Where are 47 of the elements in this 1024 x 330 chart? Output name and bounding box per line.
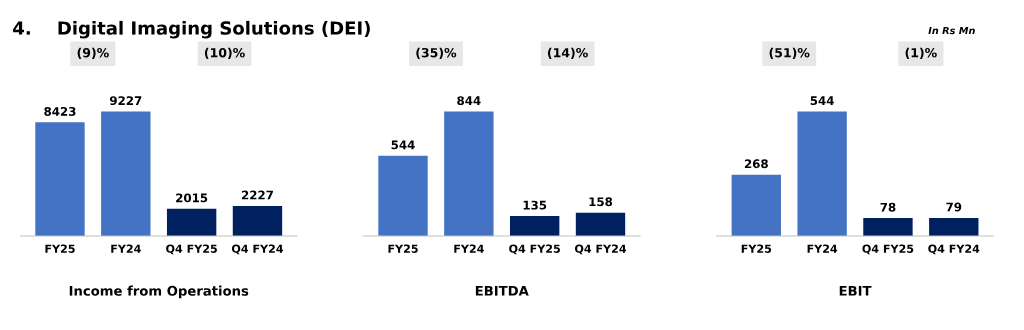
text: (1)% bbox=[905, 47, 937, 59]
data-label: 158 bbox=[589, 197, 613, 207]
x-tick-label: Q4 FY24 bbox=[574, 244, 627, 255]
bar bbox=[509, 216, 560, 236]
x-axis-title: Income from Operations bbox=[69, 285, 249, 299]
x-axis-title: EBIT bbox=[839, 286, 872, 296]
bar bbox=[444, 111, 494, 236]
bar bbox=[101, 111, 151, 236]
x-tick-label: Q4 FY25 bbox=[166, 244, 217, 255]
bar bbox=[166, 208, 217, 236]
bar bbox=[35, 122, 85, 236]
chart-title: 4. Digital Imaging Solutions (DEI) bbox=[13, 20, 370, 39]
data-label: 268 bbox=[744, 159, 768, 169]
data-label: 2015 bbox=[176, 193, 208, 203]
x-tick-label: Q4 FY24 bbox=[231, 244, 284, 255]
data-label: 544 bbox=[810, 96, 834, 106]
data-label: 79 bbox=[946, 202, 962, 212]
bar bbox=[731, 174, 781, 236]
data-label: 844 bbox=[457, 96, 481, 106]
text: (14)% bbox=[547, 47, 588, 59]
bar bbox=[232, 205, 283, 236]
x-tick-label: FY25 bbox=[741, 244, 772, 253]
text: (51)% bbox=[769, 47, 810, 59]
text: (35)% bbox=[416, 47, 457, 59]
bar bbox=[863, 218, 913, 236]
bar bbox=[797, 111, 847, 236]
x-tick-label: FY24 bbox=[111, 244, 141, 253]
data-label: 9227 bbox=[109, 96, 142, 106]
bar bbox=[929, 217, 979, 236]
x-tick-label: FY24 bbox=[807, 244, 838, 253]
data-label: 544 bbox=[391, 140, 415, 150]
x-tick-label: Q4 FY25 bbox=[509, 244, 560, 255]
text: In Rs Mn bbox=[928, 26, 975, 35]
x-tick-label: FY25 bbox=[45, 244, 75, 253]
x-axis-title: EBITDA bbox=[475, 286, 529, 296]
bar bbox=[575, 212, 626, 236]
x-tick-label: Q4 FY24 bbox=[928, 244, 980, 255]
data-label: 135 bbox=[523, 200, 547, 210]
data-label: 78 bbox=[880, 202, 896, 212]
x-tick-label: FY25 bbox=[388, 244, 418, 253]
x-tick-label: Q4 FY25 bbox=[862, 244, 914, 255]
text: (10)% bbox=[204, 47, 245, 59]
bar bbox=[378, 155, 428, 236]
x-tick-label: FY24 bbox=[454, 244, 484, 253]
text: (9)% bbox=[77, 47, 109, 59]
data-label: 2227 bbox=[241, 190, 273, 200]
data-label: 8423 bbox=[44, 106, 76, 116]
